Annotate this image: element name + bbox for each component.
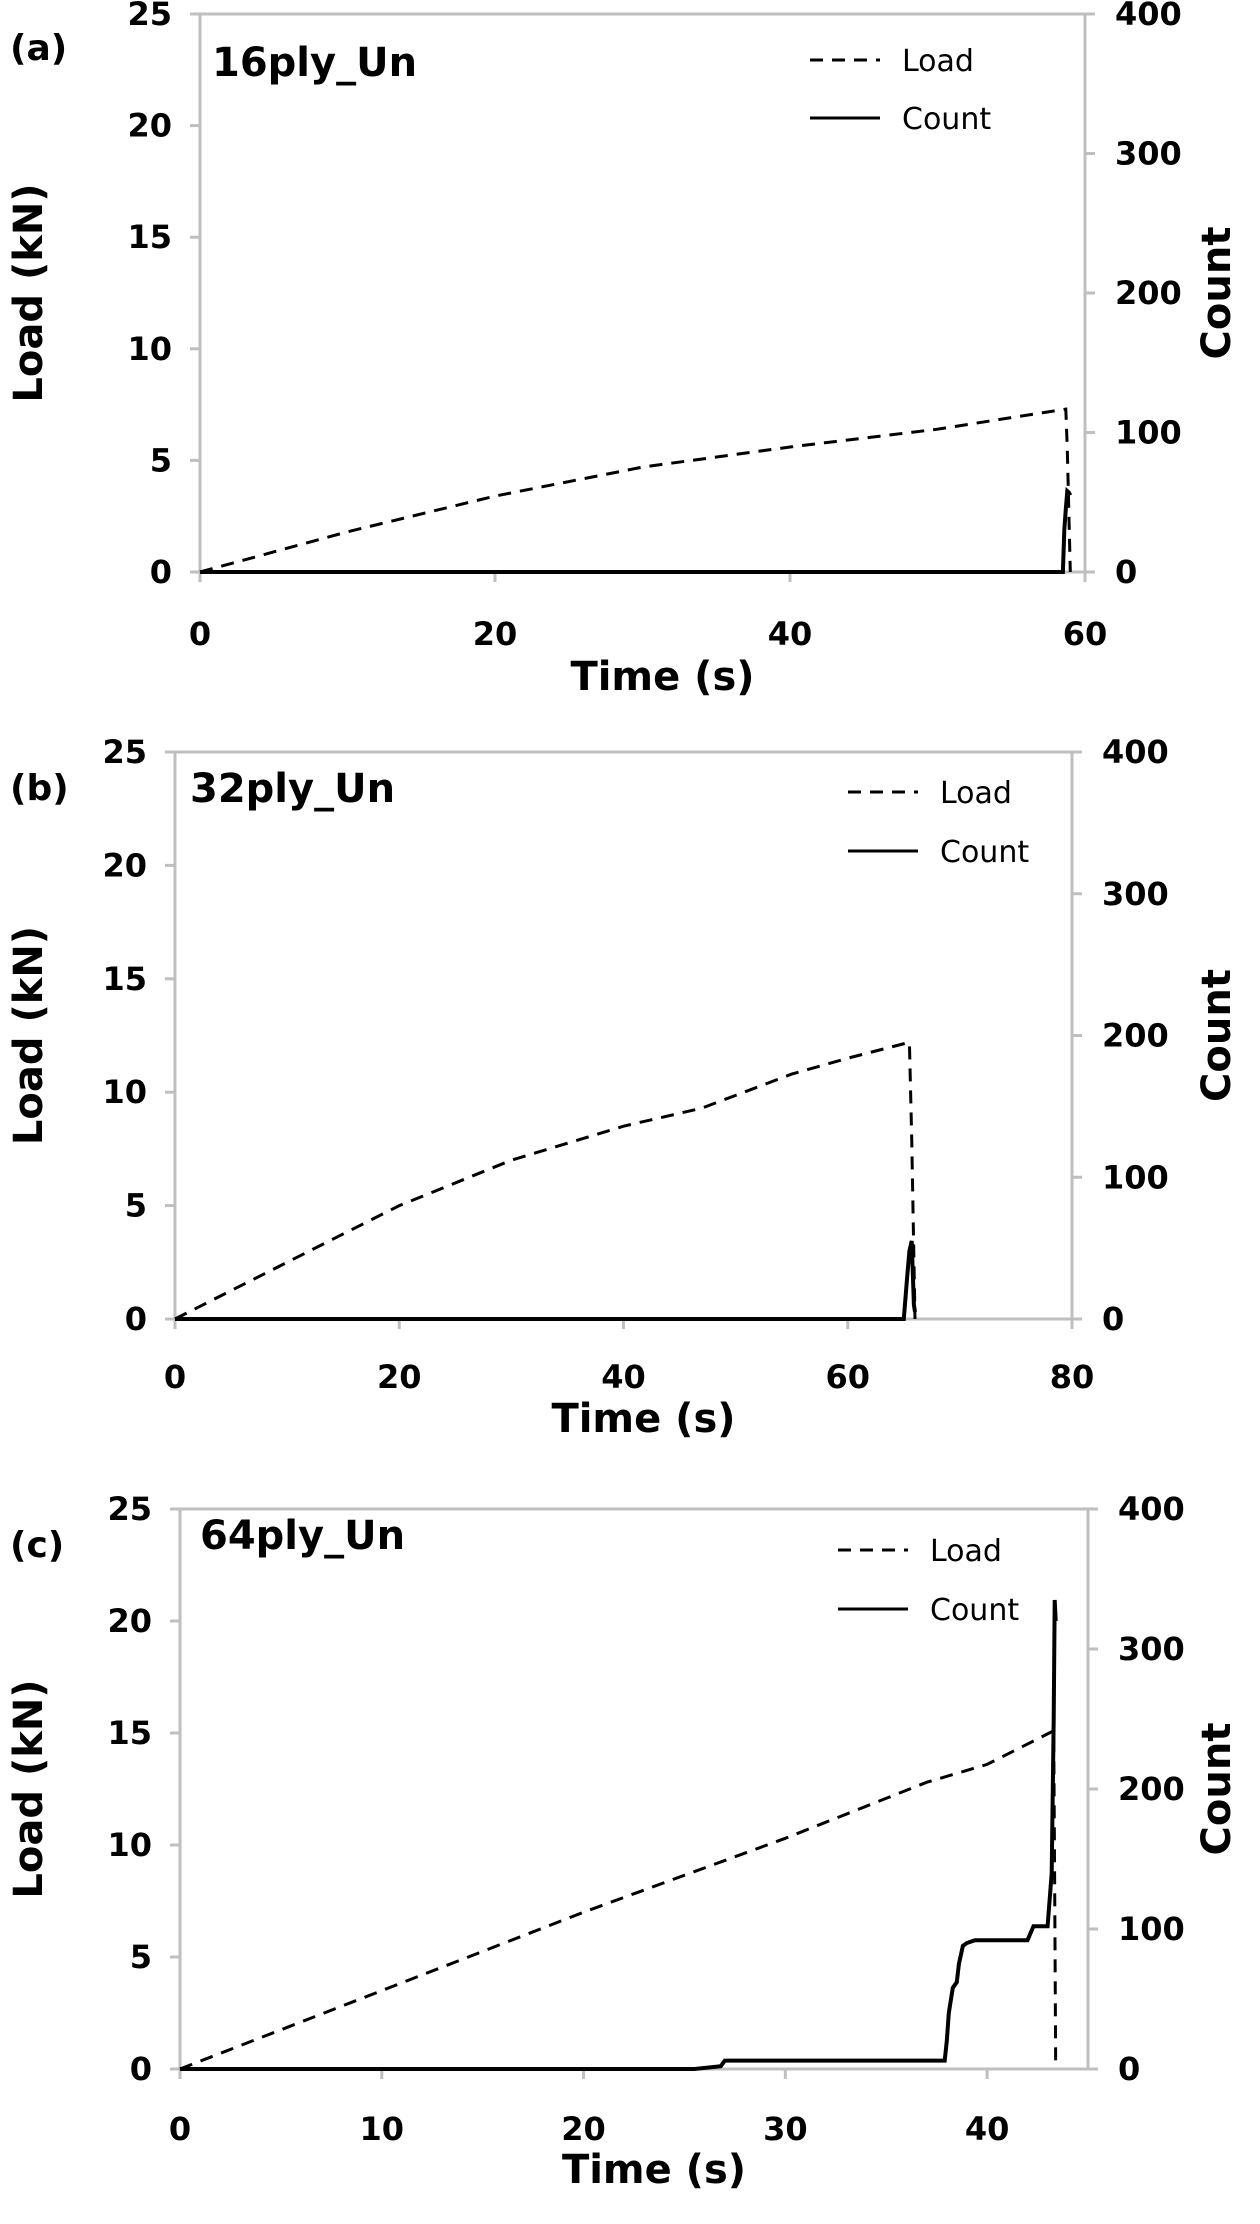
y-tick-label: 25 bbox=[102, 733, 147, 771]
y-tick-label: 25 bbox=[127, 0, 172, 33]
y2-tick-label: 100 bbox=[1102, 1158, 1169, 1196]
y2-tick-label: 200 bbox=[1115, 274, 1182, 312]
panel-label: (b) bbox=[10, 768, 69, 809]
x-tick-label: 60 bbox=[825, 1358, 870, 1396]
y-tick-label: 15 bbox=[102, 960, 147, 998]
legend-label-load: Load bbox=[930, 1534, 1002, 1569]
y2-tick-label: 200 bbox=[1118, 1770, 1185, 1808]
x-tick-label: 10 bbox=[360, 2110, 405, 2148]
chart-panel-a: 0 5 10 15 20 25 0 100 200 300 400 0 20 40 60 Time (s) Lo… bbox=[6, 0, 1240, 700]
y2-tick-label: 300 bbox=[1115, 135, 1182, 173]
x-tick-label: 40 bbox=[601, 1358, 646, 1396]
y-tick-label: 0 bbox=[125, 1300, 147, 1338]
y2-tick-label: 400 bbox=[1115, 0, 1182, 33]
x-tick-label: 0 bbox=[169, 2110, 191, 2148]
plot-frame bbox=[198, 12, 1087, 574]
x-tick-label: 20 bbox=[377, 1358, 422, 1396]
y-tick-label: 10 bbox=[127, 330, 172, 368]
legend-label-load: Load bbox=[940, 776, 1012, 811]
y2-tick-label: 100 bbox=[1118, 1910, 1185, 1948]
y-tick-label: 0 bbox=[130, 2050, 152, 2088]
y-tick-label: 20 bbox=[127, 107, 172, 145]
y2-axis-title: Count bbox=[1194, 969, 1240, 1102]
y-tick-label: 5 bbox=[130, 1938, 152, 1976]
y2-tick-label: 200 bbox=[1102, 1017, 1169, 1055]
series-line-load bbox=[174, 1040, 917, 1321]
legend-label-count: Count bbox=[902, 102, 991, 137]
series-line-load bbox=[179, 1728, 1058, 2071]
legend: Load Count bbox=[838, 1534, 1019, 1628]
legend-label-count: Count bbox=[930, 1593, 1019, 1628]
chart-title: 16ply_Un bbox=[212, 40, 417, 86]
panel-label: (c) bbox=[10, 1525, 64, 1566]
y-tick-label: 20 bbox=[107, 1602, 152, 1640]
x-tick-label: 30 bbox=[763, 2110, 808, 2148]
y-axis-title: Load (kN) bbox=[6, 1679, 52, 1898]
x-tick-label: 40 bbox=[768, 615, 813, 653]
chart-panel-b: 0 5 10 15 20 25 0 100 200 300 400 0 20 40 60 80 Time (s)… bbox=[6, 733, 1240, 1442]
y2-tick-label: 400 bbox=[1118, 1490, 1185, 1528]
y-tick-label: 25 bbox=[107, 1490, 152, 1528]
y-axis-title: Load (kN) bbox=[6, 926, 52, 1145]
x-tick-label: 20 bbox=[473, 615, 518, 653]
y2-tick-label: 400 bbox=[1102, 733, 1169, 771]
y2-axis-title: Count bbox=[1194, 1723, 1240, 1856]
panel-label: (a) bbox=[10, 28, 67, 69]
x-axis-title: Time (s) bbox=[551, 1396, 735, 1442]
x-tick-label: 0 bbox=[164, 1358, 186, 1396]
x-tick-label: 80 bbox=[1050, 1358, 1095, 1396]
y-tick-label: 10 bbox=[107, 1826, 152, 1864]
x-tick-label: 20 bbox=[561, 2110, 606, 2148]
y-tick-label: 5 bbox=[125, 1187, 147, 1225]
y-tick-label: 15 bbox=[107, 1714, 152, 1752]
chart-title: 64ply_Un bbox=[200, 1513, 405, 1559]
plot-frame bbox=[173, 750, 1074, 1321]
legend-label-load: Load bbox=[902, 44, 974, 79]
y-tick-label: 20 bbox=[102, 846, 147, 884]
x-tick-label: 0 bbox=[189, 615, 211, 653]
chart-title: 32ply_Un bbox=[190, 766, 395, 812]
chart-panel-c: 0 5 10 15 20 25 0 100 200 300 400 0 10 20 30 40 Time (s)… bbox=[6, 1490, 1240, 2193]
y-tick-label: 10 bbox=[102, 1073, 147, 1111]
x-tick-label: 40 bbox=[965, 2110, 1010, 2148]
y2-tick-label: 0 bbox=[1115, 553, 1137, 591]
legend-label-count: Count bbox=[940, 835, 1029, 870]
y2-tick-label: 0 bbox=[1118, 2050, 1140, 2088]
series-line-load bbox=[199, 407, 1072, 574]
x-axis-title: Time (s) bbox=[570, 654, 754, 700]
legend: Load Count bbox=[810, 44, 991, 137]
legend: Load Count bbox=[848, 776, 1029, 870]
x-axis-title: Time (s) bbox=[562, 2147, 746, 2193]
series-line-count bbox=[200, 486, 1073, 574]
y2-tick-label: 100 bbox=[1115, 414, 1182, 452]
y2-tick-label: 300 bbox=[1102, 875, 1169, 913]
y2-axis-title: Count bbox=[1194, 227, 1240, 360]
series-line-count bbox=[180, 1599, 1058, 2071]
y-tick-label: 15 bbox=[127, 218, 172, 256]
y2-tick-label: 300 bbox=[1118, 1630, 1185, 1668]
x-tick-label: 60 bbox=[1063, 615, 1108, 653]
y-axis-title: Load (kN) bbox=[6, 183, 52, 402]
y-tick-label: 0 bbox=[150, 553, 172, 591]
y-tick-label: 5 bbox=[150, 441, 172, 479]
y2-tick-label: 0 bbox=[1102, 1300, 1124, 1338]
series-line-count bbox=[175, 1240, 917, 1321]
